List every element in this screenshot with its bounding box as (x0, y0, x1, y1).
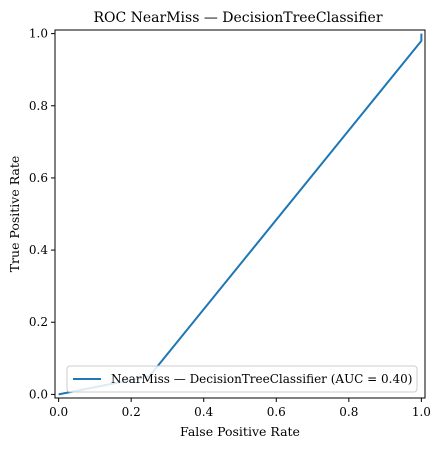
x-tick-label: 0.4 (194, 405, 213, 419)
legend-box (66, 365, 418, 393)
x-tick-label: 0.0 (49, 405, 68, 419)
y-tick-label: 0.8 (29, 99, 48, 113)
chart-title: ROC NearMiss — DecisionTreeClassifier (93, 10, 382, 26)
x-axis-label: False Positive Rate (180, 424, 300, 439)
y-tick-label: 0.0 (29, 387, 48, 401)
legend: NearMiss — DecisionTreeClassifier (AUC =… (66, 365, 418, 393)
y-tick-label: 0.2 (29, 315, 48, 329)
series-layer (58, 33, 423, 396)
axes-frame (54, 29, 426, 399)
y-tick-label: 0.6 (29, 171, 48, 185)
x-tick-label: 1.0 (412, 405, 431, 419)
legend-entry: NearMiss — DecisionTreeClassifier (AUC =… (111, 372, 412, 386)
x-axis: 0.0 0.2 0.4 0.6 0.8 1.0 (49, 398, 431, 419)
roc-curve-line (58, 33, 423, 396)
plot-area (54, 29, 426, 399)
y-axis: 0.0 0.2 0.4 0.6 0.8 1.0 (29, 27, 55, 401)
y-tick-label: 1.0 (29, 27, 48, 41)
x-tick-label: 0.8 (339, 405, 358, 419)
y-tick-label: 0.4 (29, 243, 48, 257)
y-axis-label: True Positive Rate (7, 156, 22, 273)
x-tick-label: 0.2 (122, 405, 141, 419)
x-tick-label: 0.6 (267, 405, 286, 419)
